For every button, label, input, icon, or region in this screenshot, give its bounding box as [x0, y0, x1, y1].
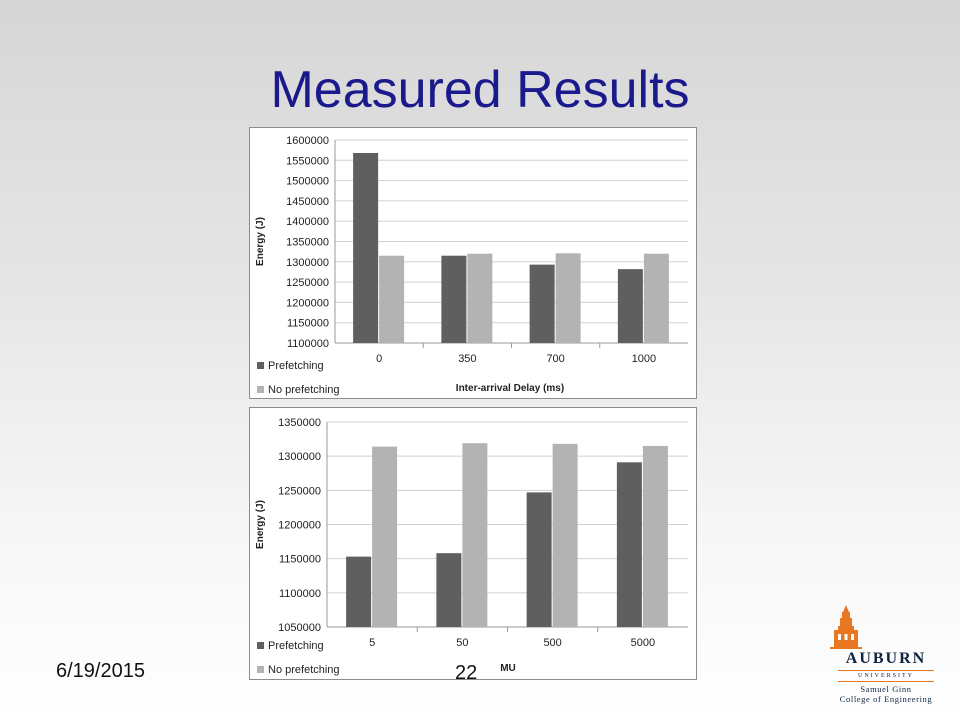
y-tick-label: 1300000	[286, 257, 329, 269]
bar-no-prefetching-350	[467, 253, 493, 343]
logo-subtitle: UNIVERSITY	[858, 673, 914, 679]
y-tick-label: 1200000	[286, 297, 329, 309]
y-tick-label: 1300000	[278, 451, 321, 463]
y-tick-label: 1350000	[286, 237, 329, 249]
bar-prefetching-0	[353, 152, 379, 343]
bar-no-prefetching-5000	[642, 445, 668, 627]
y-tick-label: 1600000	[286, 135, 329, 147]
bar-prefetching-700	[529, 264, 555, 343]
bar-prefetching-350	[441, 255, 467, 343]
bar-prefetching-5	[346, 556, 372, 627]
x-tick-label: 700	[546, 353, 564, 365]
bar-prefetching-500	[526, 492, 552, 627]
legend-label: Prefetching	[268, 640, 324, 652]
x-tick-label: 50	[456, 637, 468, 649]
y-tick-label: 1150000	[279, 554, 321, 566]
x-axis-label: MU	[500, 663, 516, 674]
y-tick-label: 1250000	[286, 277, 329, 289]
bar-no-prefetching-700	[555, 253, 581, 343]
x-tick-label: 5000	[631, 637, 655, 649]
chart-energy-vs-mu-svg: 1050000 1100000 1150000 1200000 1250000 13000…	[255, 417, 688, 676]
bar-prefetching-50	[436, 553, 462, 627]
x-tick-label: 0	[376, 353, 382, 365]
y-tick-label: 1500000	[286, 176, 329, 188]
legend-label: No prefetching	[268, 384, 340, 396]
y-tick-label: 1400000	[286, 216, 329, 228]
legend-label: No prefetching	[268, 664, 340, 676]
x-axis-label: Inter-arrival Delay (ms)	[456, 383, 564, 394]
chart-energy-vs-mu: 1050000 1100000 1150000 1200000 1250000 13000…	[249, 407, 697, 680]
y-tick-label: 1200000	[278, 520, 321, 532]
bar-prefetching-5000	[616, 462, 642, 627]
samford-tower-icon	[830, 605, 862, 649]
page-number: 22	[455, 662, 478, 684]
logo-word: AUBURN	[845, 650, 927, 667]
y-tick-label: 1350000	[278, 417, 321, 429]
y-tick-label: 1250000	[278, 485, 321, 497]
auburn-logo: AUBURN UNIVERSITY Samuel Ginn College of…	[826, 604, 946, 716]
y-tick-label: 1100000	[279, 588, 321, 600]
chart-energy-vs-delay: 1100000 1150000 1200000 1250000 1300000 13500…	[249, 127, 697, 399]
footer-date: 6/19/2015	[56, 660, 145, 682]
y-tick-label: 1150000	[287, 318, 329, 330]
bar-prefetching-1000	[617, 269, 643, 343]
bar-no-prefetching-5	[372, 446, 398, 627]
y-axis-label: Energy (J)	[255, 500, 266, 549]
slide-title: Measured Results	[270, 61, 690, 119]
legend-swatch	[257, 386, 264, 393]
logo-college-line1: Samuel Ginn	[860, 684, 912, 694]
x-tick-label: 350	[458, 353, 476, 365]
bar-no-prefetching-50	[462, 443, 488, 627]
y-axis-label: Energy (J)	[255, 217, 266, 266]
x-tick-label: 5	[369, 637, 375, 649]
bar-no-prefetching-500	[552, 443, 578, 627]
bar-no-prefetching-0	[379, 255, 405, 343]
legend-swatch	[257, 642, 264, 649]
x-tick-label: 1000	[632, 353, 656, 365]
legend-swatch	[257, 362, 264, 369]
legend-swatch	[257, 666, 264, 673]
logo-college-line2: College of Engineering	[839, 694, 933, 704]
bar-no-prefetching-1000	[643, 253, 669, 343]
y-tick-label: 1550000	[286, 155, 329, 167]
y-tick-label: 1050000	[278, 622, 321, 634]
y-tick-label: 1100000	[287, 338, 329, 350]
x-tick-label: 500	[543, 637, 561, 649]
legend-label: Prefetching	[268, 360, 324, 372]
y-tick-label: 1450000	[286, 196, 329, 208]
chart-energy-vs-delay-svg: 1100000 1150000 1200000 1250000 1300000 13500…	[255, 135, 688, 396]
